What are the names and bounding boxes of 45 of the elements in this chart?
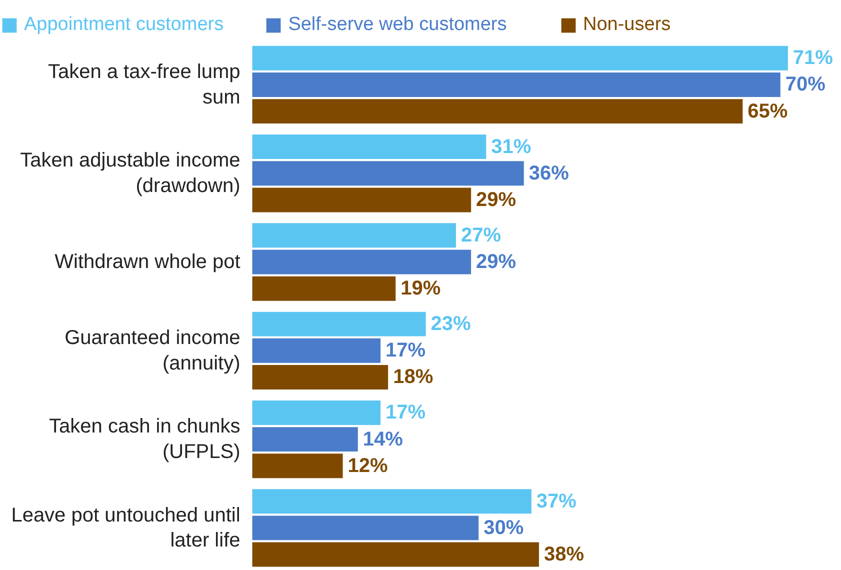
data-label: 14% xyxy=(362,428,404,450)
bar xyxy=(252,161,524,186)
data-label: 12% xyxy=(348,454,388,477)
data-label: 65% xyxy=(748,100,788,122)
data-label: 27% xyxy=(460,224,502,246)
data-label: 31% xyxy=(491,136,532,158)
y-tick-label: Withdrawn whole pot xyxy=(54,251,241,274)
bar xyxy=(252,134,486,159)
bar xyxy=(252,516,479,540)
y-tick-label: Taken a tax-free lump sum xyxy=(48,61,240,108)
data-label: 19% xyxy=(400,278,441,300)
data-label: 70% xyxy=(785,74,826,96)
data-label: 23% xyxy=(430,313,472,336)
data-label: 29% xyxy=(476,251,516,274)
y-tick-label: Taken cash in chunks (UFPLS) xyxy=(49,416,240,463)
bar xyxy=(252,365,388,390)
data-label: 17% xyxy=(386,340,426,362)
bar xyxy=(252,46,788,70)
legend-label: Appointment customers xyxy=(24,14,224,36)
data-label: 30% xyxy=(484,516,524,539)
bar xyxy=(252,276,396,301)
bar xyxy=(252,338,381,363)
bar xyxy=(252,489,532,514)
bar xyxy=(252,99,743,124)
y-tick-label: Guaranteed income (annuity) xyxy=(64,327,240,374)
bar xyxy=(252,223,456,248)
bar xyxy=(252,542,539,567)
data-label: 29% xyxy=(476,188,516,211)
bar xyxy=(252,250,472,274)
bar xyxy=(252,427,358,452)
legend-label: Self-serve web customers xyxy=(288,14,507,36)
bar xyxy=(252,400,381,425)
data-label: 71% xyxy=(792,47,834,70)
bar xyxy=(252,454,343,478)
data-label: 38% xyxy=(544,544,584,566)
data-label: 17% xyxy=(386,402,426,424)
legend-label: Non-users xyxy=(583,14,671,36)
data-label: 18% xyxy=(393,366,434,388)
y-tick-label: Leave pot untouched until later life xyxy=(11,504,240,552)
data-label: 36% xyxy=(528,162,570,184)
y-tick-label: Taken adjustable income (drawdown) xyxy=(20,150,240,198)
bar xyxy=(252,188,472,212)
bar xyxy=(252,312,426,336)
data-label: 37% xyxy=(536,490,577,512)
bar xyxy=(252,72,780,97)
